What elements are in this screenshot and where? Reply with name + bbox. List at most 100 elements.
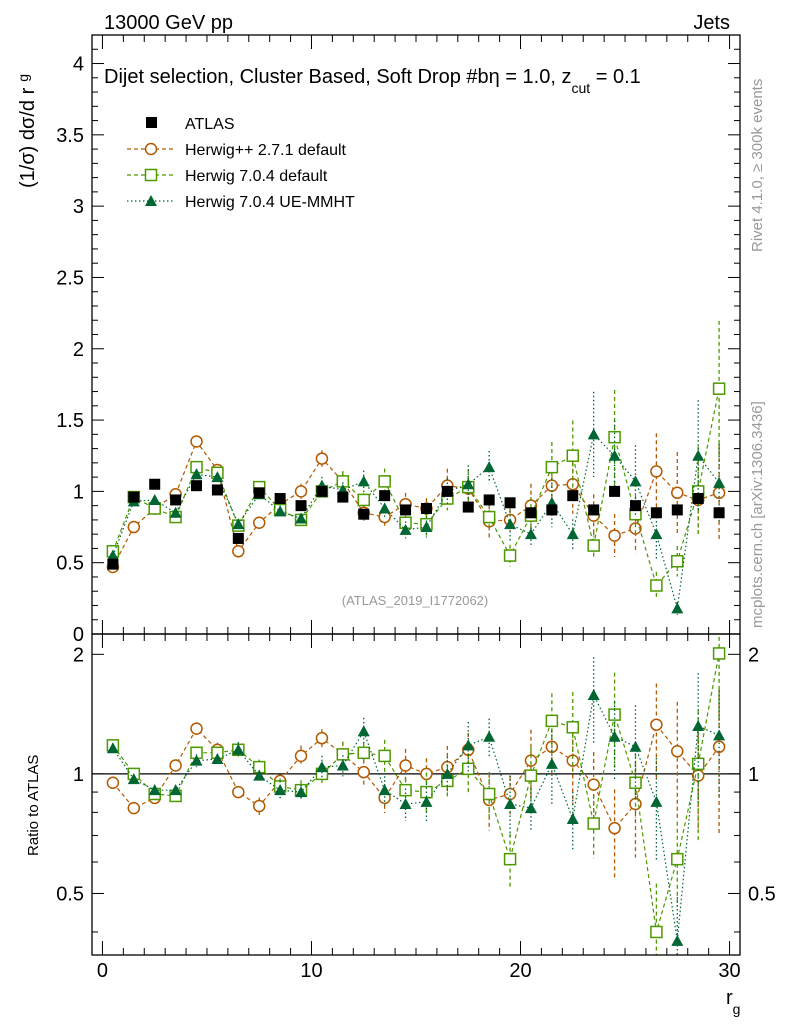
main-ytick-label: 2.5	[56, 267, 84, 289]
ratio-point-uemmht	[462, 739, 475, 751]
main-point-herwig704	[587, 539, 600, 552]
ratio-ylabel: Ratio to ATLAS	[25, 755, 42, 856]
main-ytick-label: 2	[73, 339, 84, 361]
legend-marker-herwigpp	[144, 142, 158, 156]
main-point-herwig704	[482, 510, 496, 524]
ratio-line-uemmht	[112, 693, 720, 941]
main-point-uemmht	[378, 502, 391, 514]
ratio-point-herwigpp	[232, 785, 245, 799]
ratio-panel-data	[92, 634, 740, 955]
ratio-line-herwig704	[112, 653, 720, 933]
main-point-atlas	[295, 500, 307, 512]
ratio-point-herwig704	[671, 852, 684, 866]
main-point-uemmht	[483, 461, 496, 473]
main-point-atlas	[546, 504, 558, 516]
legend-entry-uemmht: Herwig 7.0.4 UE-MMHT	[127, 194, 355, 211]
main-point-uemmht	[148, 493, 161, 505]
main-ylabel-sub: g	[15, 74, 31, 82]
main-point-herwig704	[566, 449, 580, 462]
main-point-atlas	[609, 485, 621, 497]
main-ylabel-text: (1/σ) dσ/d r	[17, 87, 39, 188]
ratio-point-uemmht	[148, 784, 161, 796]
ratio-point-uemmht	[692, 719, 705, 731]
plot-title-beta: η = 1.0, z	[489, 66, 572, 88]
main-point-uemmht	[608, 449, 621, 461]
legend-label-uemmht: Herwig 7.0.4 UE-MMHT	[185, 194, 355, 211]
ratio-point-herwigpp	[357, 765, 370, 779]
main-point-herwig704	[503, 549, 517, 562]
axes: 0.5 1 1.5 2 2.5 3 3.5 4 0 0 10 20 30 0.5 0.5 1 1 2 2	[56, 34, 776, 982]
ratio-point-uemmht	[253, 769, 266, 781]
main-point-herwigpp	[190, 435, 203, 448]
ratio-point-herwig704	[524, 769, 538, 782]
ratio-ytick-label-right: 2	[748, 644, 759, 666]
ratio-xtick-label: 20	[509, 960, 531, 982]
main-point-herwigpp	[294, 485, 308, 498]
legend-label-herwigpp: Herwig++ 2.7.1 default	[185, 142, 347, 159]
main-point-atlas	[274, 493, 286, 505]
ratio-point-herwigpp	[315, 731, 329, 745]
legend-label-atlas: ATLAS	[185, 116, 235, 133]
ratio-xtick-label: 0	[97, 960, 108, 982]
ratio-point-uemmht	[524, 802, 537, 814]
main-point-uemmht	[462, 478, 475, 490]
main-line-uemmht	[112, 433, 720, 609]
ratio-ytick-label-right: 1	[748, 764, 759, 786]
ratio-point-herwig704	[566, 721, 580, 734]
ratio-point-uemmht	[336, 759, 349, 771]
main-point-uemmht	[211, 471, 224, 483]
main-point-atlas	[128, 491, 140, 503]
main-point-atlas	[462, 501, 474, 513]
main-point-atlas	[713, 507, 725, 519]
main-point-herwig704	[650, 579, 663, 592]
ratio-point-uemmht	[274, 784, 287, 796]
main-point-atlas	[483, 494, 495, 506]
main-point-atlas	[400, 504, 412, 516]
ratio-point-herwig704	[587, 817, 600, 830]
ratio-point-herwig704	[545, 714, 559, 728]
main-point-herwigpp	[127, 520, 141, 534]
main-point-atlas	[211, 484, 223, 496]
main-point-uemmht	[713, 476, 726, 488]
ratio-point-uemmht	[545, 757, 558, 769]
main-point-atlas	[337, 491, 349, 503]
ratio-point-herwigpp	[169, 759, 182, 772]
main-point-herwigpp	[232, 545, 245, 558]
main-point-uemmht	[357, 475, 370, 487]
legend-entry-atlas: ATLAS	[146, 116, 235, 133]
ratio-point-uemmht	[629, 740, 642, 752]
ratio-point-herwigpp	[252, 799, 266, 813]
main-point-uemmht	[106, 549, 119, 561]
ratio-point-herwig704	[503, 852, 517, 866]
main-point-atlas	[629, 500, 641, 512]
main-ylabel: (1/σ) dσ/d r g	[15, 74, 39, 188]
legend-marker-uemmht	[145, 195, 157, 206]
main-ytick-label: 3.5	[56, 125, 84, 147]
main-point-uemmht	[169, 506, 182, 518]
xlabel: rg	[726, 987, 740, 1017]
main-point-atlas	[170, 494, 182, 506]
ratio-point-herwig704	[378, 749, 391, 763]
xlabel-sub: g	[733, 1001, 741, 1017]
legend: ATLAS Herwig++ 2.7.1 default Herwig 7.0.…	[127, 116, 355, 211]
main-point-atlas	[107, 558, 119, 570]
legend-entry-herwigpp: Herwig++ 2.7.1 default	[127, 142, 347, 159]
main-point-atlas	[567, 490, 579, 502]
analysis-label: (ATLAS_2019_I1772062)	[342, 593, 488, 608]
ratio-point-uemmht	[190, 754, 203, 766]
main-point-atlas	[358, 508, 370, 520]
main-point-uemmht	[587, 428, 600, 440]
ratio-panel-frame	[91, 633, 741, 956]
ratio-ytick-label: 0.5	[56, 883, 84, 905]
ratio-point-uemmht	[441, 767, 454, 779]
ratio-point-uemmht	[315, 761, 328, 773]
plot-title-zcut-sub: cut	[571, 80, 590, 96]
ratio-point-uemmht	[127, 773, 140, 785]
ratio-point-uemmht	[608, 730, 621, 742]
main-point-atlas	[316, 485, 328, 497]
main-point-atlas	[671, 504, 683, 516]
ratio-point-herwigpp	[608, 821, 621, 835]
ratio-point-herwig704	[399, 783, 412, 797]
ratio-point-uemmht	[650, 795, 663, 807]
